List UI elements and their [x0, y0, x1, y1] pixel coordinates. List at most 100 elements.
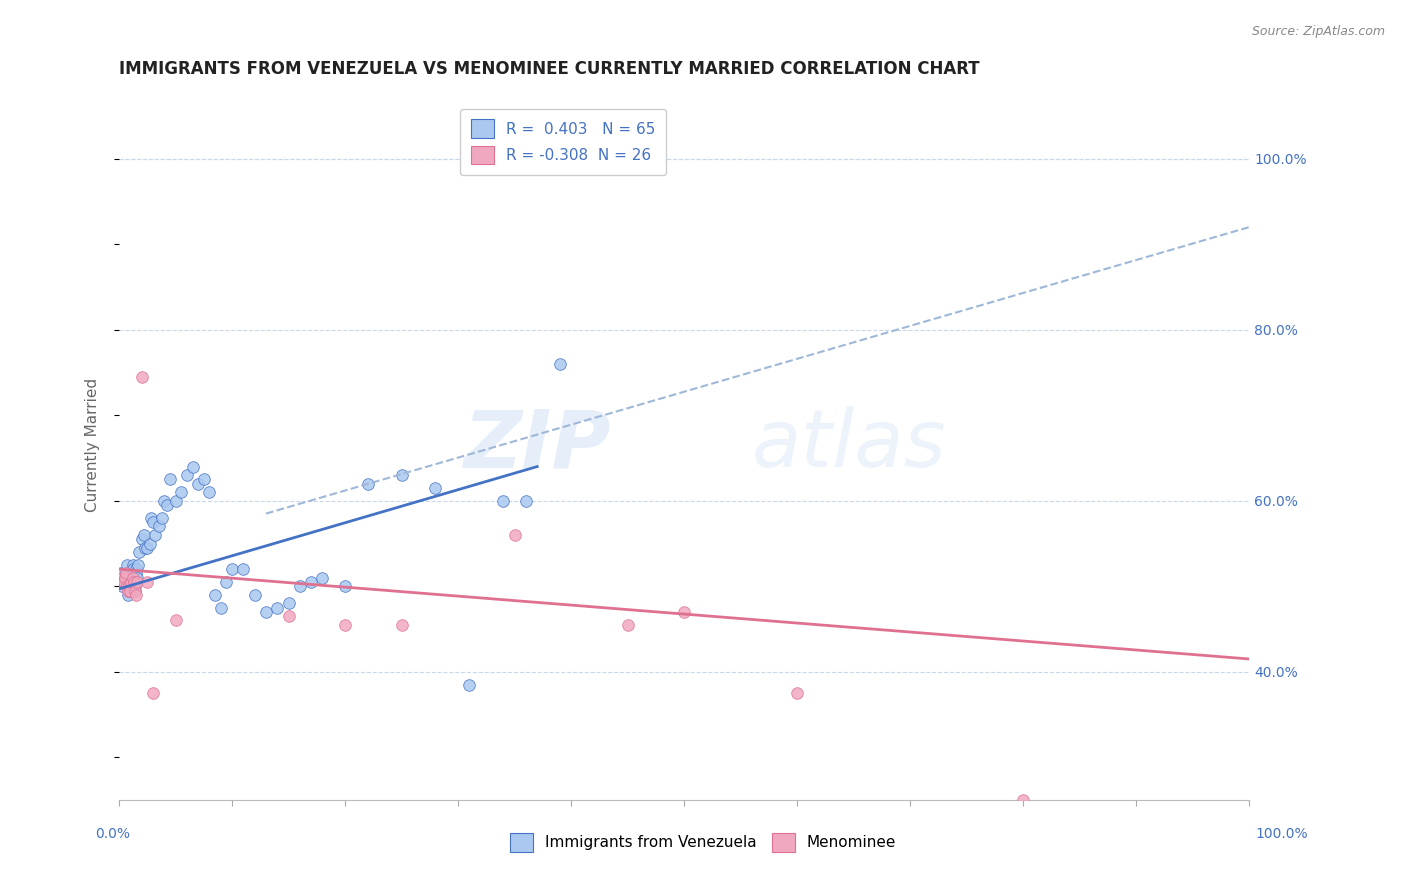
Point: [333, 579, 356, 593]
Point: [142, 686, 165, 700]
Point: [111, 571, 134, 585]
Point: [786, 686, 808, 700]
Point: [114, 571, 136, 585]
Point: [148, 519, 170, 533]
Point: [153, 493, 176, 508]
Point: [204, 588, 226, 602]
Point: [125, 566, 148, 581]
Point: [142, 515, 165, 529]
Point: [121, 571, 143, 585]
Point: [138, 536, 160, 550]
Point: [118, 583, 141, 598]
Point: [277, 609, 299, 624]
Point: [198, 485, 221, 500]
Point: [131, 533, 153, 547]
Point: [114, 566, 136, 581]
Point: [232, 562, 254, 576]
Point: [120, 583, 142, 598]
Point: [357, 476, 380, 491]
Text: ZIP: ZIP: [463, 406, 610, 484]
Point: [221, 562, 243, 576]
Point: [492, 493, 515, 508]
Point: [176, 468, 198, 483]
Point: [128, 545, 150, 559]
Point: [155, 498, 177, 512]
Point: [124, 583, 146, 598]
Point: [299, 574, 322, 589]
Point: [122, 579, 145, 593]
Point: [311, 571, 333, 585]
Point: [127, 558, 149, 572]
Point: [288, 579, 311, 593]
Point: [121, 558, 143, 572]
Point: [118, 579, 141, 593]
Point: [131, 369, 153, 384]
Point: [333, 617, 356, 632]
Point: [124, 579, 146, 593]
Point: [391, 617, 413, 632]
Point: [515, 493, 537, 508]
Point: [548, 357, 571, 371]
Text: IMMIGRANTS FROM VENEZUELA VS MENOMINEE CURRENTLY MARRIED CORRELATION CHART: IMMIGRANTS FROM VENEZUELA VS MENOMINEE C…: [120, 60, 980, 78]
Point: [136, 574, 159, 589]
Text: 0.0%: 0.0%: [96, 828, 131, 841]
Point: [117, 583, 139, 598]
Point: [121, 574, 143, 589]
Point: [136, 541, 159, 555]
Point: [127, 574, 149, 589]
Point: [124, 583, 146, 598]
Point: [266, 600, 288, 615]
Point: [193, 472, 215, 486]
Point: [127, 571, 149, 585]
Legend: Immigrants from Venezuela, Menominee: Immigrants from Venezuela, Menominee: [502, 825, 904, 859]
Point: [181, 459, 204, 474]
Point: [121, 562, 143, 576]
Point: [122, 574, 145, 589]
Point: [125, 562, 148, 576]
Point: [170, 485, 193, 500]
Point: [165, 493, 187, 508]
Legend: R =  0.403   N = 65, R = -0.308  N = 26: R = 0.403 N = 65, R = -0.308 N = 26: [460, 109, 666, 175]
Point: [117, 588, 139, 602]
Text: atlas: atlas: [752, 406, 946, 484]
Point: [115, 558, 138, 572]
Point: [150, 511, 173, 525]
Point: [134, 541, 156, 555]
Point: [111, 579, 134, 593]
Point: [118, 579, 141, 593]
Point: [132, 528, 155, 542]
Point: [125, 588, 148, 602]
Point: [209, 600, 232, 615]
Point: [143, 528, 166, 542]
Y-axis label: Currently Married: Currently Married: [86, 378, 100, 512]
Point: [112, 574, 135, 589]
Point: [122, 574, 145, 589]
Point: [114, 571, 136, 585]
Point: [120, 579, 142, 593]
Point: [1012, 793, 1035, 807]
Point: [111, 571, 134, 585]
Point: [458, 678, 481, 692]
Point: [277, 596, 299, 610]
Point: [114, 566, 136, 581]
Point: [121, 571, 143, 585]
Point: [254, 605, 277, 619]
Point: [215, 574, 238, 589]
Point: [616, 617, 638, 632]
Point: [243, 588, 266, 602]
Text: 100.0%: 100.0%: [1256, 828, 1308, 841]
Point: [165, 614, 187, 628]
Text: Source: ZipAtlas.com: Source: ZipAtlas.com: [1251, 25, 1385, 38]
Point: [673, 605, 696, 619]
Point: [110, 566, 132, 581]
Point: [159, 472, 181, 486]
Point: [187, 476, 209, 491]
Point: [117, 579, 139, 593]
Point: [391, 468, 413, 483]
Point: [503, 528, 526, 542]
Point: [139, 511, 162, 525]
Point: [120, 574, 142, 589]
Point: [425, 481, 447, 495]
Point: [115, 579, 138, 593]
Point: [112, 574, 135, 589]
